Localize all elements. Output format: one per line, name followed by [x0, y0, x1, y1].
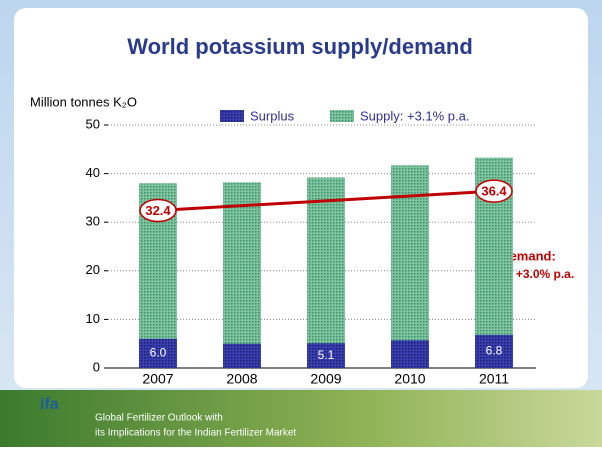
- y-tick-label: 10: [86, 311, 100, 326]
- x-tick-label: 2008: [226, 371, 257, 387]
- footer-line: its Implications for the Indian Fertiliz…: [95, 428, 296, 439]
- legend-swatch: [330, 110, 354, 122]
- bar: [139, 338, 177, 368]
- footer-band: [0, 390, 602, 447]
- y-tick-label: 30: [86, 214, 100, 229]
- bar: [307, 177, 345, 368]
- annotation: Demand:: [500, 248, 556, 263]
- y-tick-label: 0: [93, 359, 100, 374]
- y-tick-label: 40: [86, 165, 100, 180]
- value-label: 5.1: [318, 348, 335, 362]
- chart-title: World potassium supply/demand: [127, 34, 473, 59]
- legend-label: Supply: +3.1% p.a.: [360, 108, 470, 123]
- bar: [223, 343, 261, 368]
- bar: [475, 334, 513, 368]
- value-label: 6.8: [486, 344, 503, 358]
- y-axis-label: Million tonnes K₂O: [30, 94, 137, 109]
- demand-line: [157, 189, 495, 213]
- value-label: 6.0: [150, 346, 167, 360]
- bar: [391, 165, 429, 368]
- point-label-bg: [475, 179, 513, 203]
- legend-swatch: [220, 110, 244, 122]
- bar: [391, 340, 429, 368]
- x-tick-label: 2010: [394, 371, 425, 387]
- y-tick-label: 50: [86, 116, 100, 131]
- point-label-bg: [139, 198, 177, 223]
- bar: [307, 343, 345, 368]
- value-label: 32.4: [145, 203, 171, 218]
- x-tick-label: 2007: [142, 371, 173, 387]
- logo: ifa: [40, 396, 59, 413]
- bar: [223, 182, 261, 368]
- x-tick-label: 2009: [310, 371, 341, 387]
- value-label: 36.4: [481, 184, 507, 199]
- legend-label: Surplus: [250, 108, 295, 123]
- annotation: +3.0% p.a.: [516, 267, 574, 281]
- y-tick-label: 20: [86, 262, 100, 277]
- x-tick-label: 2011: [479, 371, 509, 387]
- footer-line: Global Fertilizer Outlook with: [95, 413, 223, 424]
